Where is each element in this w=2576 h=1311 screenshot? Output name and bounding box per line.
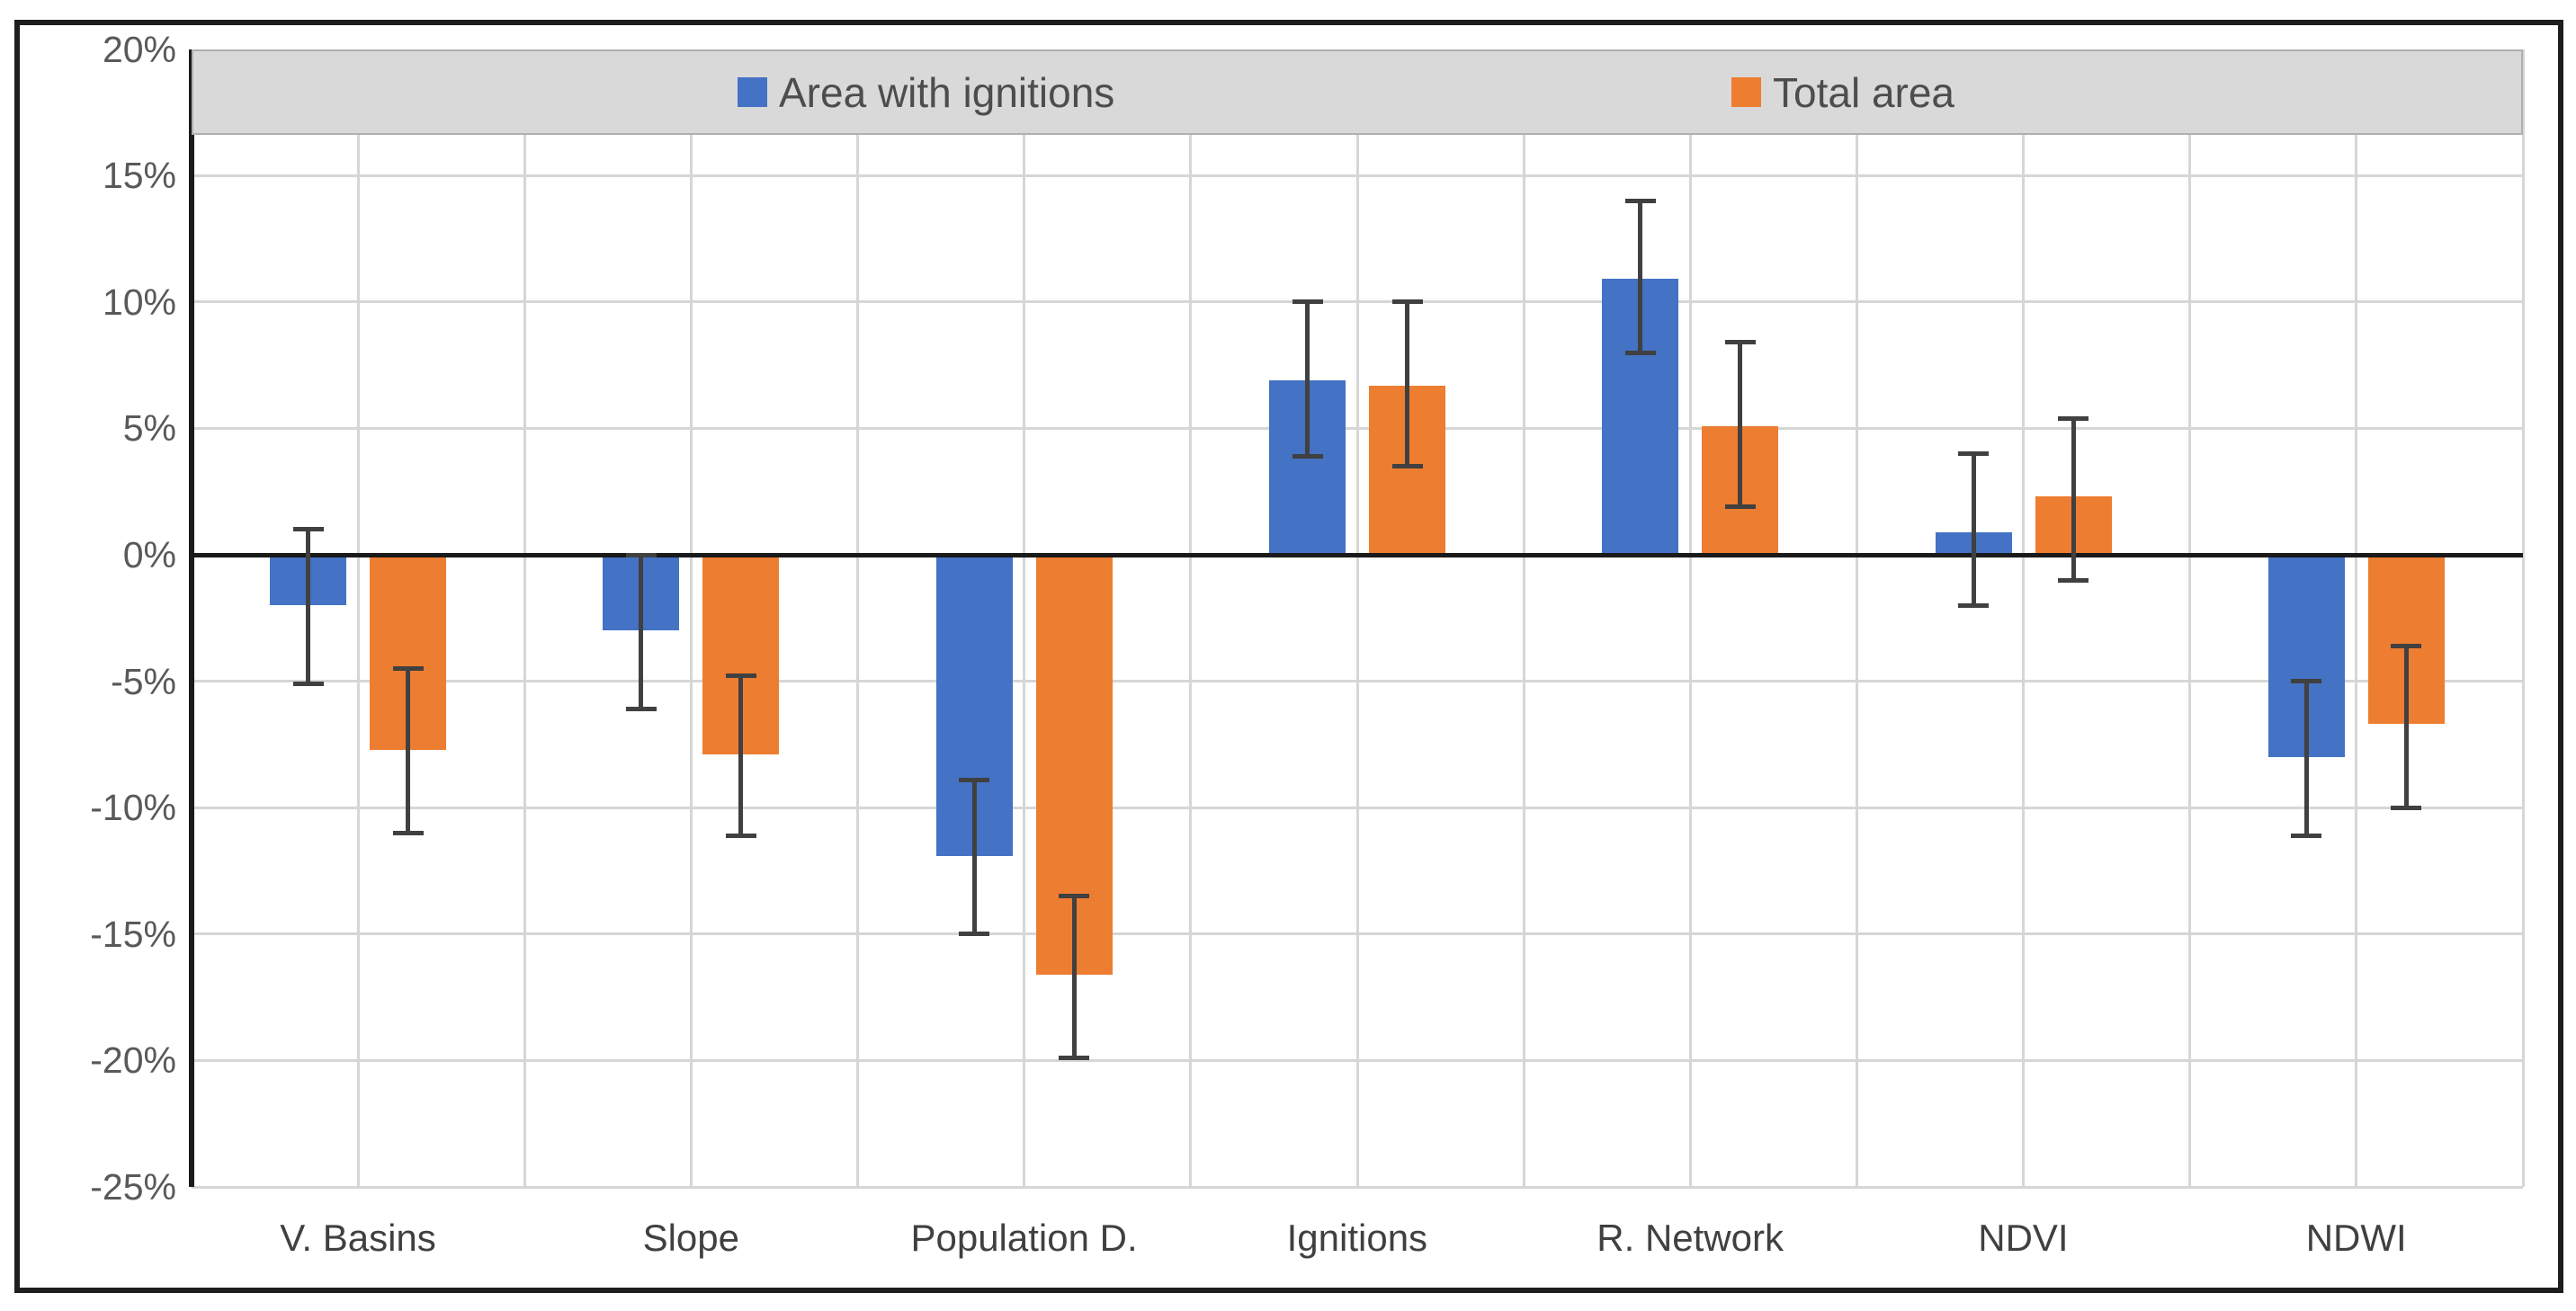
plot-area — [189, 49, 2525, 1189]
y-axis-line — [189, 49, 194, 1187]
error-bar-line — [2403, 646, 2409, 808]
y-tick-label: -20% — [90, 1039, 176, 1082]
legend-item-total-area: Total area — [1731, 51, 1954, 133]
gridline-v — [2022, 49, 2026, 1187]
gridline-v — [856, 49, 860, 1187]
x-category-label: Ignitions — [1286, 1217, 1428, 1259]
error-bar-cap — [1958, 602, 1990, 608]
error-bar-cap — [725, 833, 756, 838]
gridline-v — [1688, 49, 1692, 1187]
error-bar-cap — [1292, 453, 1323, 459]
error-bar-cap — [625, 552, 657, 557]
zero-axis-line — [192, 552, 2523, 557]
error-bar-cap — [2291, 679, 2322, 684]
gridline-h — [192, 1058, 2523, 1062]
y-tick-label: 10% — [102, 281, 176, 323]
gridline-h — [192, 1185, 2523, 1189]
gridline-v — [1355, 49, 1359, 1187]
error-bar-cap — [292, 527, 324, 532]
error-bar-line — [1638, 201, 1643, 353]
error-bar-cap — [959, 777, 990, 782]
error-bar-line — [1305, 301, 1310, 457]
gridline-v — [689, 49, 693, 1187]
error-bar-line — [306, 529, 311, 684]
y-tick-label: 5% — [122, 407, 176, 450]
gridline-h — [192, 174, 2523, 177]
gridline-v — [1522, 49, 1525, 1187]
legend: Area with ignitions Total area — [192, 49, 2523, 135]
error-bar-cap — [1059, 1056, 1090, 1061]
error-bar-cap — [1391, 464, 1423, 469]
gridline-h — [192, 680, 2523, 683]
x-category-label: R. Network — [1597, 1217, 1784, 1259]
error-bar-cap — [1624, 198, 1656, 203]
error-bar-cap — [2291, 833, 2322, 838]
x-category-label: Population D. — [910, 1217, 1138, 1259]
error-bar-cap — [292, 681, 324, 686]
gridline-v — [523, 49, 526, 1187]
gridline-v — [356, 49, 360, 1187]
error-bar-line — [2071, 418, 2076, 581]
gridline-v — [2355, 49, 2358, 1187]
y-tick-label: -10% — [90, 787, 176, 829]
error-bar-cap — [1059, 894, 1090, 899]
y-tick-label: 15% — [102, 155, 176, 197]
y-tick-label: 0% — [122, 534, 176, 575]
error-bar-line — [1738, 342, 1743, 507]
y-tick-label: 20% — [102, 28, 176, 70]
error-bar-line — [971, 780, 977, 934]
gridline-v — [1189, 49, 1193, 1187]
error-bar-cap — [2058, 577, 2089, 583]
legend-item-area-with-ignitions: Area with ignitions — [738, 51, 1114, 133]
error-bar-cap — [1724, 340, 1756, 345]
error-bar-cap — [625, 707, 657, 712]
error-bar-cap — [2391, 643, 2422, 648]
gridline-v — [2188, 49, 2192, 1187]
legend-swatch-blue-icon — [738, 77, 767, 107]
y-tick-label: -5% — [111, 660, 176, 702]
error-bar-cap — [2391, 805, 2422, 810]
x-category-label: NDVI — [1978, 1217, 2069, 1259]
gridline-v — [1023, 49, 1026, 1187]
x-category-label: V. Basins — [280, 1217, 436, 1259]
error-bar-line — [1405, 301, 1409, 467]
gridline-h — [192, 932, 2523, 936]
error-bar-line — [1971, 453, 1976, 606]
error-bar-cap — [2058, 415, 2089, 421]
error-bar-line — [2303, 681, 2309, 836]
gridline-h — [192, 806, 2523, 809]
error-bar-line — [639, 555, 644, 709]
error-bar-cap — [392, 666, 424, 672]
x-category-label: NDWI — [2305, 1217, 2407, 1259]
gridline-h — [192, 300, 2523, 304]
error-bar-cap — [1724, 504, 1756, 510]
error-bar-line — [738, 675, 744, 836]
error-bar-cap — [959, 932, 990, 937]
legend-label: Total area — [1773, 68, 1955, 116]
error-bar-cap — [1292, 299, 1323, 305]
x-category-label: Slope — [642, 1217, 739, 1259]
error-bar-cap — [1391, 299, 1423, 305]
error-bar-line — [1071, 896, 1077, 1058]
error-bar-cap — [1624, 350, 1656, 355]
legend-label: Area with ignitions — [779, 68, 1115, 116]
legend-swatch-orange-icon — [1731, 77, 1761, 107]
error-bar-line — [406, 668, 411, 834]
error-bar-cap — [1958, 451, 1990, 457]
gridline-v — [1855, 49, 1858, 1187]
error-bar-cap — [392, 830, 424, 835]
gridline-v — [2521, 49, 2525, 1187]
gridline-h — [192, 426, 2523, 430]
y-tick-label: -25% — [90, 1166, 176, 1208]
error-bar-cap — [725, 673, 756, 679]
y-tick-label: -15% — [90, 913, 176, 955]
